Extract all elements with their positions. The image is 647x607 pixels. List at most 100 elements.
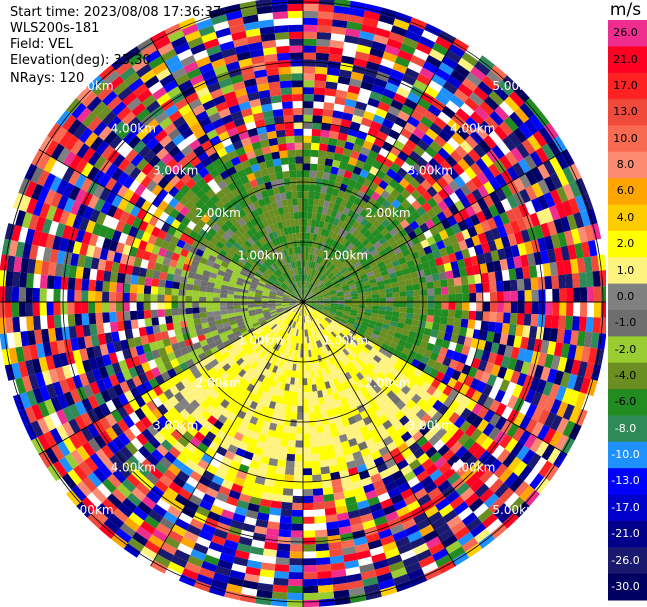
velocity-gate xyxy=(287,369,293,378)
velocity-gate xyxy=(362,346,371,355)
velocity-gate xyxy=(350,523,364,533)
velocity-gate xyxy=(325,335,332,343)
velocity-gate xyxy=(393,453,405,465)
velocity-gate xyxy=(364,253,373,261)
velocity-gate xyxy=(143,285,152,294)
velocity-gate xyxy=(482,422,495,437)
velocity-gate xyxy=(437,403,449,416)
velocity-gate xyxy=(152,528,168,543)
velocity-gate xyxy=(287,311,294,317)
velocity-gate xyxy=(236,357,245,366)
velocity-gate xyxy=(262,420,271,430)
velocity-gate xyxy=(310,247,315,255)
velocity-gate xyxy=(465,116,480,131)
velocity-gate xyxy=(324,327,331,335)
velocity-gate xyxy=(172,475,186,488)
velocity-gate xyxy=(562,183,575,201)
velocity-gate xyxy=(170,429,183,442)
velocity-gate xyxy=(489,399,501,413)
velocity-gate xyxy=(464,455,479,469)
velocity-gate xyxy=(579,377,591,395)
velocity-gate xyxy=(305,322,308,330)
velocity-gate xyxy=(508,268,517,281)
velocity-gate xyxy=(405,409,416,421)
velocity-gate xyxy=(230,437,241,448)
velocity-gate xyxy=(309,419,316,427)
velocity-gate xyxy=(375,485,388,497)
velocity-gate xyxy=(513,255,523,269)
velocity-gate xyxy=(510,346,520,360)
velocity-gate xyxy=(303,239,307,247)
velocity-gate xyxy=(386,213,396,224)
velocity-gate xyxy=(306,322,309,330)
velocity-gate xyxy=(406,92,421,104)
velocity-gate xyxy=(303,260,306,268)
velocity-gate xyxy=(325,317,333,323)
velocity-gate xyxy=(373,77,388,89)
velocity-gate xyxy=(335,271,343,278)
velocity-gate xyxy=(346,21,363,31)
velocity-gate xyxy=(331,159,341,169)
velocity-gate xyxy=(316,302,324,305)
velocity-gate xyxy=(327,342,334,350)
velocity-gate xyxy=(560,216,571,232)
velocity-gate xyxy=(189,518,205,530)
velocity-gate xyxy=(340,397,349,406)
velocity-gate xyxy=(489,191,501,205)
velocity-gate xyxy=(388,464,400,475)
velocity-gate xyxy=(350,422,360,432)
velocity-gate xyxy=(354,319,363,325)
velocity-gate xyxy=(506,257,516,270)
velocity-gate xyxy=(295,343,299,351)
velocity-gate xyxy=(314,184,322,193)
velocity-gate xyxy=(171,302,179,309)
velocity-gate xyxy=(312,286,318,293)
velocity-gate xyxy=(319,136,329,145)
velocity-gate xyxy=(453,380,464,393)
velocity-gate xyxy=(218,485,231,497)
velocity-gate xyxy=(176,452,189,465)
velocity-gate xyxy=(461,284,470,294)
velocity-gate xyxy=(448,43,466,58)
velocity-gate xyxy=(293,307,299,313)
velocity-gate xyxy=(313,278,319,285)
velocity-gate xyxy=(329,255,336,263)
velocity-gate xyxy=(311,377,316,385)
velocity-gate xyxy=(408,330,417,339)
velocity-gate xyxy=(343,425,353,434)
velocity-gate xyxy=(380,367,390,377)
velocity-gate xyxy=(309,303,317,306)
velocity-gate xyxy=(331,240,338,248)
velocity-gate xyxy=(246,383,255,392)
velocity-gate xyxy=(341,418,351,428)
velocity-gate xyxy=(315,543,330,552)
velocity-gate xyxy=(562,403,575,421)
velocity-gate xyxy=(337,427,346,436)
velocity-gate xyxy=(192,290,200,297)
velocity-gate xyxy=(515,267,524,280)
velocity-gate xyxy=(350,444,361,454)
velocity-gate xyxy=(403,172,415,184)
velocity-gate xyxy=(284,474,294,482)
velocity-gate xyxy=(393,573,410,586)
velocity-gate xyxy=(285,348,291,356)
velocity-gate xyxy=(333,249,340,258)
velocity-gate xyxy=(171,295,179,302)
velocity-gate xyxy=(381,354,391,364)
velocity-gate xyxy=(408,442,421,454)
velocity-gate xyxy=(462,302,470,311)
velocity-gate xyxy=(401,347,411,356)
velocity-gate xyxy=(367,197,377,207)
velocity-gate xyxy=(305,357,310,365)
velocity-gate xyxy=(390,276,398,284)
velocity-gate xyxy=(60,276,69,290)
velocity-gate xyxy=(286,198,293,207)
velocity-gate xyxy=(453,175,466,188)
velocity-gate xyxy=(316,281,323,288)
velocity-gate xyxy=(492,332,502,344)
velocity-gate xyxy=(434,67,451,82)
velocity-gate xyxy=(339,213,348,222)
velocity-gate xyxy=(477,406,490,419)
velocity-gate xyxy=(411,393,422,404)
velocity-gate xyxy=(167,505,182,519)
